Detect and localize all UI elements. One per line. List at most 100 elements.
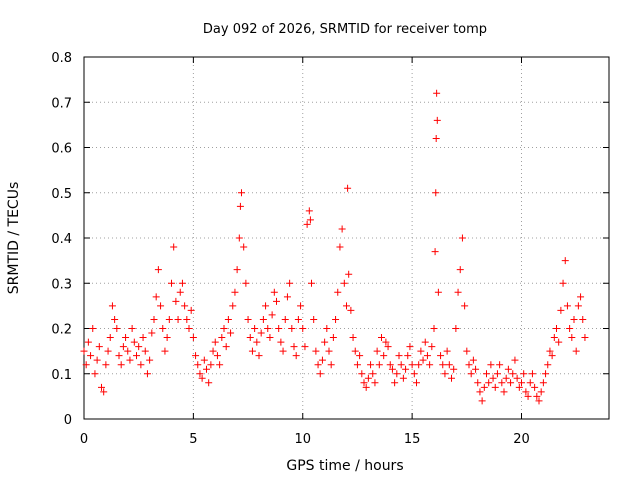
data-point bbox=[535, 397, 543, 405]
data-point bbox=[415, 361, 423, 369]
data-point bbox=[550, 334, 558, 342]
data-point bbox=[236, 202, 244, 210]
data-point bbox=[126, 356, 134, 364]
data-point bbox=[80, 347, 88, 355]
data-point bbox=[233, 266, 241, 274]
data-point bbox=[139, 334, 147, 342]
data-point bbox=[553, 325, 560, 332]
data-point bbox=[511, 356, 519, 364]
data-point bbox=[548, 352, 556, 360]
data-point bbox=[561, 257, 569, 265]
data-point bbox=[369, 370, 377, 378]
data-point bbox=[321, 338, 329, 346]
data-point bbox=[133, 352, 140, 360]
y-tick-label: 0.2 bbox=[51, 323, 72, 338]
data-point bbox=[253, 338, 261, 346]
y-tick-label: 0.1 bbox=[51, 368, 72, 383]
data-point bbox=[198, 374, 206, 382]
data-point bbox=[251, 325, 259, 332]
data-point bbox=[344, 184, 352, 192]
data-point bbox=[242, 279, 250, 287]
data-point bbox=[546, 347, 554, 355]
axis-ticks bbox=[83, 56, 609, 420]
data-point bbox=[544, 361, 552, 369]
data-points bbox=[80, 89, 589, 405]
x-tick-label: 5 bbox=[189, 432, 197, 447]
data-point bbox=[130, 338, 138, 346]
data-point bbox=[469, 356, 477, 364]
data-point bbox=[513, 374, 521, 382]
data-point bbox=[200, 356, 208, 364]
data-point bbox=[579, 315, 587, 323]
data-point bbox=[380, 352, 388, 360]
data-point bbox=[154, 266, 162, 274]
data-point bbox=[559, 279, 567, 287]
y-tick-label: 0.7 bbox=[51, 96, 72, 111]
data-point bbox=[137, 361, 145, 369]
data-point bbox=[310, 315, 318, 323]
data-point bbox=[292, 352, 300, 360]
data-point bbox=[203, 365, 210, 373]
data-point bbox=[82, 361, 90, 369]
data-point bbox=[329, 334, 337, 342]
data-point bbox=[364, 374, 372, 382]
data-point bbox=[500, 388, 508, 396]
data-point bbox=[316, 370, 324, 378]
data-point bbox=[504, 365, 512, 373]
data-point bbox=[294, 315, 302, 323]
data-point bbox=[279, 347, 287, 355]
data-point bbox=[102, 361, 110, 369]
data-point bbox=[338, 225, 346, 233]
data-point bbox=[255, 352, 263, 360]
data-point bbox=[509, 370, 517, 378]
data-point bbox=[172, 297, 180, 305]
data-point bbox=[246, 334, 254, 342]
data-point bbox=[98, 383, 105, 391]
data-point bbox=[196, 370, 204, 378]
data-point bbox=[100, 388, 108, 396]
data-point bbox=[507, 379, 515, 387]
data-point bbox=[428, 343, 436, 351]
data-point bbox=[111, 315, 119, 323]
x-axis-label: GPS time / hours bbox=[286, 458, 403, 474]
data-point bbox=[353, 361, 361, 369]
plot-frame bbox=[83, 56, 610, 420]
data-point bbox=[235, 234, 243, 242]
data-point bbox=[450, 365, 458, 373]
data-point bbox=[170, 243, 178, 251]
data-point bbox=[555, 338, 563, 346]
data-point bbox=[161, 347, 169, 355]
y-tick-label: 0.6 bbox=[51, 142, 72, 157]
data-point bbox=[406, 343, 414, 351]
data-point bbox=[229, 302, 237, 310]
data-point bbox=[163, 334, 171, 342]
data-point bbox=[496, 361, 504, 369]
data-point bbox=[312, 347, 320, 355]
data-point bbox=[231, 288, 239, 296]
data-point bbox=[433, 116, 441, 124]
data-point bbox=[288, 325, 296, 332]
data-point bbox=[570, 315, 578, 323]
data-point bbox=[566, 325, 574, 332]
grid-lines bbox=[84, 57, 609, 419]
data-point bbox=[340, 279, 348, 287]
data-point bbox=[192, 352, 200, 360]
data-point bbox=[174, 315, 182, 323]
data-point bbox=[430, 325, 438, 332]
data-point bbox=[391, 379, 399, 387]
data-point bbox=[273, 297, 280, 305]
data-point bbox=[375, 361, 383, 369]
x-tick-label: 10 bbox=[294, 432, 311, 447]
data-point bbox=[143, 370, 151, 378]
data-point bbox=[456, 266, 464, 274]
data-point bbox=[281, 315, 289, 323]
data-point bbox=[165, 315, 173, 323]
data-point bbox=[301, 343, 309, 351]
data-point bbox=[299, 325, 307, 332]
data-point bbox=[187, 306, 195, 314]
data-point bbox=[431, 248, 439, 256]
data-point bbox=[115, 352, 123, 360]
data-point bbox=[220, 325, 228, 332]
data-point bbox=[378, 334, 385, 342]
data-point bbox=[257, 329, 265, 337]
